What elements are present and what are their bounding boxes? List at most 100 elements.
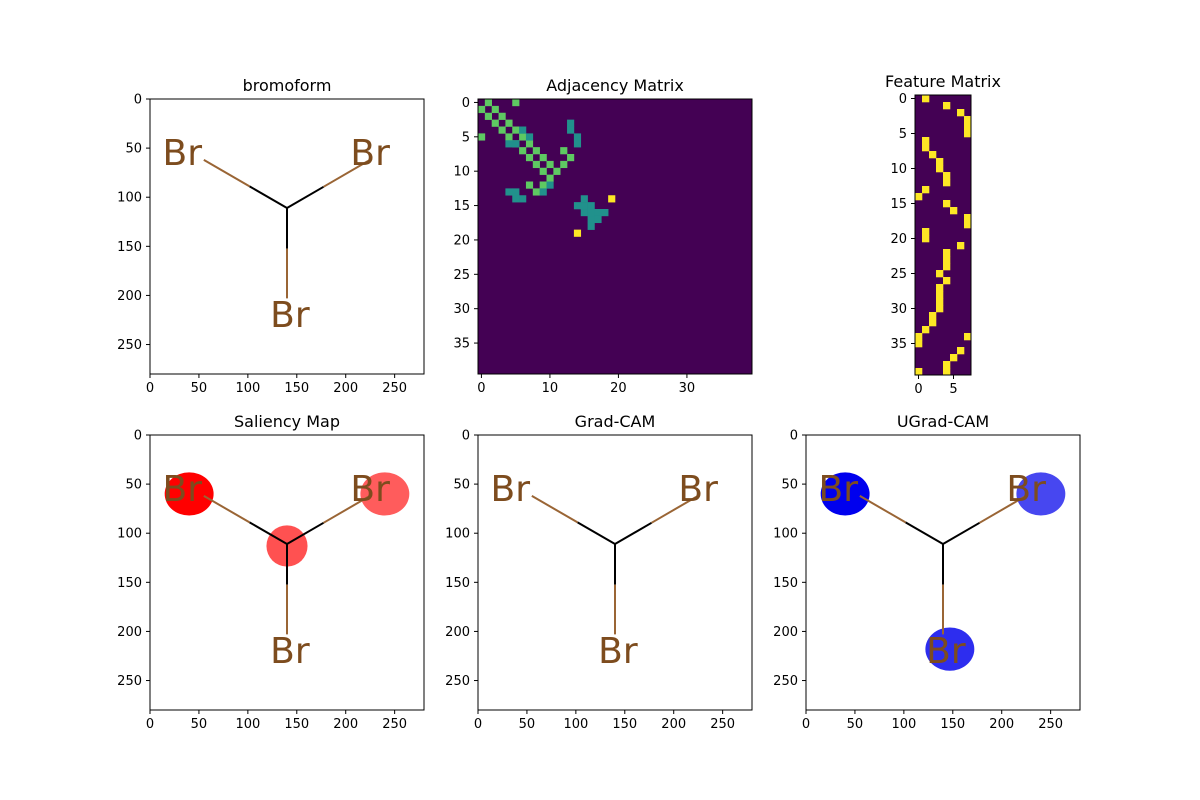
heatmap-cell: [964, 123, 972, 131]
x-tick-label: 30: [679, 381, 696, 396]
bond-bromine-segment: [979, 496, 1025, 524]
y-tick-label: 15: [890, 197, 907, 212]
y-tick-label: 10: [453, 165, 470, 180]
x-tick-label: 100: [235, 381, 260, 396]
y-tick-label: 150: [773, 576, 798, 591]
bond-carbon-segment: [905, 521, 944, 545]
heatmap-cell: [922, 235, 930, 243]
axes-frame: [149, 434, 425, 711]
heatmap-cell: [560, 147, 568, 155]
x-tick-label: 0: [474, 717, 482, 732]
heatmap-cell: [532, 188, 540, 196]
heatmap-cell: [478, 133, 486, 141]
chart-title: Saliency Map: [234, 412, 340, 431]
chart-title: bromoform: [243, 76, 332, 95]
heatmap-cell: [491, 105, 499, 114]
axes-frame: [914, 94, 972, 376]
heatmap-cell: [573, 229, 582, 237]
heatmap-cell: [539, 154, 547, 162]
x-tick-label: 100: [235, 717, 260, 732]
attribution-highlight: [1016, 472, 1066, 516]
heatmap-cell: [943, 172, 951, 180]
attribution-highlight: [820, 472, 870, 516]
attribution-highlight: [925, 627, 975, 671]
x-tick-label: 20: [610, 381, 627, 396]
bond-carbon-segment: [249, 521, 288, 545]
heatmap-cell: [936, 298, 944, 306]
chart-title: Adjacency Matrix: [546, 76, 684, 95]
heatmap-cell: [957, 109, 965, 117]
bond-carbon-segment: [286, 185, 325, 209]
axes-frame: [477, 98, 753, 375]
x-tick-label: 50: [191, 381, 208, 396]
x-tick-label: 250: [1038, 717, 1063, 732]
chart-title: UGrad-CAM: [897, 412, 989, 431]
x-tick-label: 50: [519, 717, 536, 732]
heatmap-cell: [964, 116, 972, 124]
y-tick-label: 0: [462, 96, 470, 111]
y-tick-label: 250: [117, 338, 142, 353]
y-tick-label: 10: [890, 162, 907, 177]
heatmap-cell: [498, 126, 506, 134]
bond-bromine-segment: [531, 495, 579, 524]
y-tick-label: 150: [117, 576, 142, 591]
atom-label-br: Br: [678, 469, 718, 510]
heatmap-cell: [491, 119, 499, 127]
heatmap-cell: [943, 256, 951, 264]
x-tick-label: 100: [891, 717, 916, 732]
y-tick-label: 150: [117, 240, 142, 255]
heatmap-cell: [519, 195, 527, 203]
heatmap-cell: [943, 263, 951, 271]
heatmap-cell: [525, 154, 534, 162]
heatmap-cell: [922, 186, 930, 194]
y-tick-label: 100: [773, 527, 798, 542]
heatmap-cell: [484, 112, 492, 120]
heatmap-cell: [594, 209, 602, 217]
atom-label-br: Br: [491, 469, 531, 510]
heatmap-cell: [957, 242, 965, 250]
x-tick-label: 10: [542, 381, 559, 396]
heatmap-cell: [512, 188, 520, 196]
chart-title: Feature Matrix: [885, 72, 1001, 91]
heatmap-cell: [601, 209, 609, 217]
heatmap-cell: [505, 119, 513, 127]
heatmap-cell: [922, 228, 930, 236]
heatmap-cell: [580, 209, 588, 217]
atom-label-br: Br: [270, 631, 310, 672]
panel-bromoform: bromoform Br Br Br 0 50 100 150 200 250 0 50 100 150 2…: [117, 76, 425, 396]
bond-bromine-segment: [323, 160, 369, 188]
heatmap-cell: [929, 312, 937, 320]
heatmap-cell: [525, 140, 534, 148]
atom-label-br: Br: [350, 469, 390, 510]
x-tick-label: 250: [710, 717, 735, 732]
x-tick-label: 200: [661, 717, 686, 732]
heatmap-cell: [560, 160, 568, 169]
x-tick-label: 50: [847, 717, 864, 732]
y-tick-label: 30: [453, 302, 470, 317]
heatmap-cell: [964, 214, 972, 222]
heatmap-cell: [964, 333, 972, 341]
heatmap-cell: [922, 326, 930, 334]
axes-frame: [477, 434, 753, 711]
y-tick-label: 100: [445, 527, 470, 542]
heatmap-cell: [936, 284, 944, 292]
x-tick-label: 200: [333, 381, 358, 396]
heatmap-cell: [512, 195, 520, 203]
atom-label-br: Br: [598, 631, 638, 672]
panel-saliency-map: Saliency Map Br Br Br 0 50 100 150 200 250 0 50 100 1…: [117, 412, 425, 732]
y-tick-label: 0: [790, 429, 798, 444]
heatmap-cell: [957, 347, 965, 355]
y-tick-label: 100: [117, 527, 142, 542]
heatmap-cell: [922, 95, 930, 103]
bond-bromine-segment: [323, 496, 369, 524]
heatmap-cell: [936, 291, 944, 299]
x-tick-label: 0: [802, 717, 810, 732]
heatmap-cell: [512, 99, 520, 107]
heatmap-cell: [950, 354, 958, 362]
heatmap-cell: [587, 202, 595, 210]
atom-label-br: Br: [1006, 469, 1046, 510]
x-tick-label: 0: [146, 717, 154, 732]
y-tick-label: 5: [899, 127, 907, 142]
